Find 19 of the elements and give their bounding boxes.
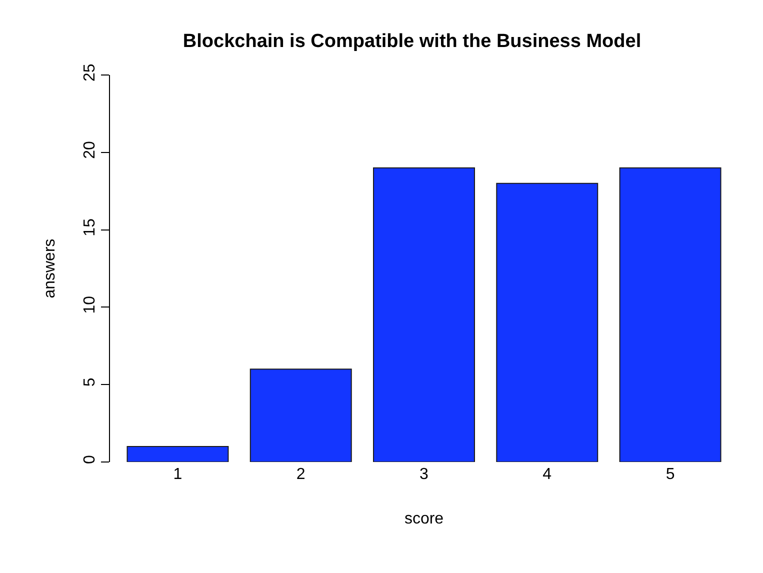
y-tick-label: 20 (82, 141, 99, 159)
x-tick-label: 1 (173, 466, 182, 483)
y-tick-label: 5 (82, 378, 99, 387)
y-tick-label: 15 (82, 218, 99, 236)
bar (126, 446, 229, 462)
x-tick-label: 4 (542, 466, 552, 483)
x-axis-title: score (404, 510, 444, 528)
y-tick-label: 10 (82, 296, 99, 314)
bar (250, 368, 352, 462)
chart-title: Blockchain is Compatible with the Business Model (182, 30, 642, 52)
x-tick-label: 5 (666, 466, 675, 483)
bar (619, 167, 722, 462)
bar (496, 182, 598, 462)
y-tick-label: 0 (82, 455, 99, 464)
bar (373, 167, 475, 462)
y-axis-title: answers (42, 238, 58, 298)
y-tick-label: 25 (82, 64, 99, 82)
x-tick-label: 2 (296, 466, 306, 483)
x-tick-label: 3 (420, 466, 429, 483)
